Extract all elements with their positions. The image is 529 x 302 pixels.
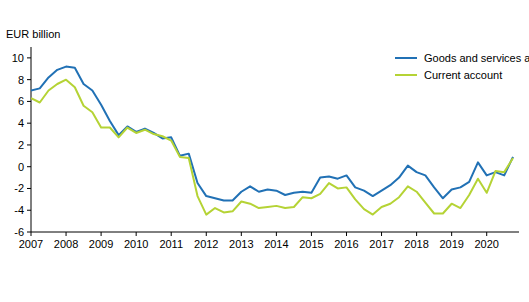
y-tick-label: 10 [12, 52, 24, 64]
x-axis [31, 232, 519, 233]
y-tick-label: -4 [14, 204, 24, 216]
x-tick [31, 232, 32, 236]
x-tick [171, 232, 172, 236]
x-tick [381, 232, 382, 236]
x-tick-label: 2013 [229, 238, 253, 250]
x-tick [66, 232, 67, 236]
x-tick-label: 2014 [264, 238, 288, 250]
y-tick-label: 6 [18, 95, 24, 107]
series-line [31, 80, 513, 215]
x-tick [101, 232, 102, 236]
series-line [31, 67, 513, 201]
y-tick [27, 188, 31, 189]
y-tick [27, 166, 31, 167]
plot-area [31, 67, 513, 215]
y-tick [27, 79, 31, 80]
x-tick-label: 2017 [369, 238, 393, 250]
y-axis-label: EUR billion [6, 28, 60, 40]
x-tick [416, 232, 417, 236]
x-tick [241, 232, 242, 236]
legend-label: Goods and services account [424, 52, 529, 64]
chart: EUR billion -6 -4 -2 0 2 4 6 8 10 2007 2008 2009 2010… [0, 0, 529, 302]
y-axis [31, 47, 32, 232]
x-tick-label: 2012 [194, 238, 218, 250]
y-tick-label: -6 [14, 226, 24, 238]
x-tick-label: 2008 [54, 238, 78, 250]
x-tick-label: 2019 [439, 238, 463, 250]
x-tick [486, 232, 487, 236]
y-tick-label: -2 [14, 182, 24, 194]
x-tick [206, 232, 207, 236]
legend-swatch [395, 57, 417, 59]
x-tick [136, 232, 137, 236]
x-tick-label: 2009 [89, 238, 113, 250]
y-tick-label: 8 [18, 74, 24, 86]
x-tick-label: 2016 [334, 238, 358, 250]
legend-swatch [395, 74, 417, 76]
x-tick-label: 2020 [474, 238, 498, 250]
y-tick [27, 101, 31, 102]
y-tick-label: 2 [18, 139, 24, 151]
x-tick [451, 232, 452, 236]
legend-label: Current account [424, 69, 502, 81]
y-tick [27, 210, 31, 211]
y-tick-label: 0 [18, 161, 24, 173]
x-tick-label: 2007 [19, 238, 43, 250]
x-tick [311, 232, 312, 236]
x-tick [346, 232, 347, 236]
x-tick [276, 232, 277, 236]
x-tick-label: 2018 [404, 238, 428, 250]
x-tick-label: 2010 [124, 238, 148, 250]
y-tick-label: 4 [18, 117, 24, 129]
x-tick-label: 2011 [159, 238, 183, 250]
y-tick [27, 123, 31, 124]
y-tick [27, 144, 31, 145]
y-tick [27, 57, 31, 58]
x-tick-label: 2015 [299, 238, 323, 250]
y-tick [27, 232, 31, 233]
